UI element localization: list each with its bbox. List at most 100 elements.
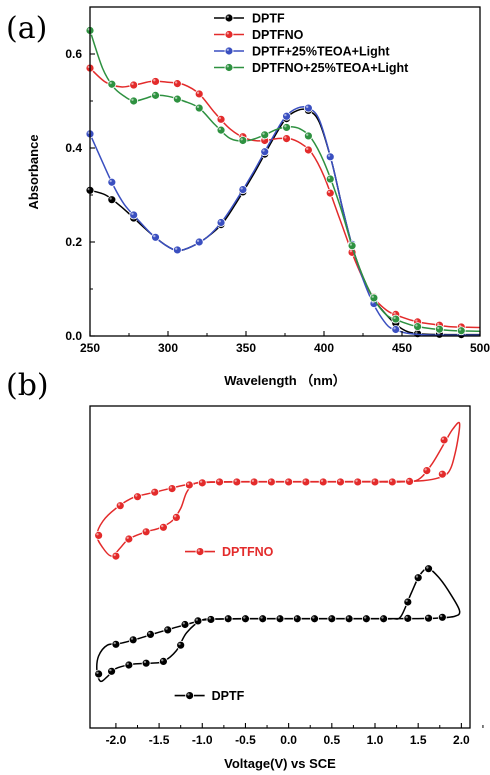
data-point-dptfno-25-teoa-light-9 [282, 123, 291, 132]
data-point-dptf-24 [107, 666, 116, 676]
data-point-dptf-8 [344, 614, 354, 624]
x-tick-label: 400 [314, 341, 334, 355]
x-tick-label: 300 [158, 341, 178, 355]
data-point-dptfno-8 [353, 477, 363, 487]
data-point-dptf-27 [159, 657, 168, 666]
series-line-dptfno [89, 67, 481, 329]
data-point-dptf-1 [223, 614, 233, 624]
data-point-dptfno-25-teoa-light-16 [435, 324, 444, 334]
legend-item-dptfno: DPTFNO [185, 545, 274, 559]
data-point-dptfno-9 [370, 477, 380, 487]
series-line-dptf [89, 108, 481, 336]
panel-a-label: (a) [6, 11, 47, 46]
data-point-dptf-20 [146, 630, 155, 639]
data-point-dptfno-10 [303, 145, 313, 155]
data-point-dptfno-7 [336, 477, 345, 487]
data-point-dptfno-25-teoa-light-10 [303, 131, 313, 141]
data-point-dptf-26 [141, 658, 151, 668]
x-tick-label: -2.0 [106, 733, 127, 747]
y-tick-label: 0.0 [65, 329, 82, 343]
data-point-dptfno-25-teoa-light-7 [238, 136, 248, 145]
data-point-dptf-25-teoa-light-14 [391, 325, 401, 334]
data-point-dptfno-25-teoa-light-11 [325, 174, 335, 184]
y-tick-label: 0.2 [65, 235, 82, 249]
x-tick-label: 1.0 [367, 733, 384, 747]
series-line-dptf-25-teoa-light [89, 106, 481, 336]
x-tick-label: 0.0 [280, 733, 297, 747]
legend-label: DPTFNO+25%TEOA+Light [252, 61, 409, 75]
data-point-dptfno-12 [422, 466, 432, 476]
legend-marker [185, 691, 195, 700]
data-point-dptfno-3 [266, 477, 276, 487]
panel-a-x-axis-title: Wavelength （nm） [224, 373, 346, 388]
data-point-dptfno-9 [282, 134, 291, 144]
data-point-dptf-12 [413, 573, 423, 583]
x-tick-label: 0.5 [323, 733, 340, 747]
data-point-dptfno-18 [150, 487, 160, 497]
data-point-dptfno-25-teoa-light-12 [347, 241, 357, 251]
data-point-dptfno-25-teoa-light-6 [216, 125, 226, 135]
data-point-dptf-21 [128, 635, 138, 645]
data-point-dptfno-25-teoa-light-8 [260, 130, 270, 140]
data-point-dptf-11 [403, 597, 413, 607]
legend-label: DPTF [212, 689, 245, 703]
legend-marker [224, 46, 234, 56]
panel-a-ticks [89, 53, 481, 337]
data-point-dptf-25-teoa-light-3 [151, 232, 160, 242]
data-point-dptf-25-teoa-light-10 [303, 103, 313, 113]
data-point-dptfno-5 [301, 477, 311, 487]
data-point-dptf-1 [107, 195, 117, 205]
data-point-dptfno-3 [151, 77, 160, 86]
data-point-dptfno-16 [184, 480, 194, 490]
panel-a-x-tick-labels: 250 300 350 400 450 500 [80, 341, 490, 355]
data-point-dptf-5 [292, 614, 302, 624]
panel-a-plot-area [85, 26, 481, 339]
data-point-dptfno-6 [216, 114, 226, 124]
legend-marker [224, 13, 234, 23]
data-point-dptf-25-teoa-light-1 [107, 177, 117, 187]
data-point-dptfno-4 [172, 79, 182, 89]
data-point-dptfno-25 [159, 522, 168, 532]
cv-curve-dptfno [96, 421, 461, 557]
data-point-dptf-14 [403, 613, 413, 623]
legend-marker [224, 30, 234, 39]
panel-a: (a) 250 300 350 400 450 500 0.0 0.2 0.4 0.6 Wave… [6, 6, 490, 388]
data-point-dptf-13 [424, 564, 433, 574]
x-tick-label: -1.5 [149, 733, 170, 747]
data-point-dptfno-5 [194, 89, 204, 99]
data-point-dptfno-25-teoa-light-3 [151, 90, 160, 100]
cv-curve-dptf [96, 567, 461, 683]
data-point-dptf-2 [241, 614, 250, 624]
data-point-dptfno-10 [387, 477, 397, 487]
data-point-dptf-25-teoa-light-4 [172, 245, 182, 255]
data-point-dptf-10 [379, 614, 389, 624]
panel-b-x-axis-title: Voltage(V) vs SCE [224, 756, 336, 771]
data-point-dptfno-25-teoa-light-1 [107, 79, 117, 89]
x-tick-label: -0.5 [235, 733, 256, 747]
data-point-dptf-7 [327, 614, 337, 624]
data-point-dptfno-4 [284, 477, 294, 487]
data-point-dptfno-17 [167, 484, 177, 494]
legend-item-dptf: DPTF [174, 689, 245, 703]
data-point-dptf-16 [437, 612, 447, 622]
data-point-dptfno-25-teoa-light-15 [413, 322, 423, 332]
data-point-dptfno-15 [197, 478, 207, 488]
legend-label: DPTF+25%TEOA+Light [252, 45, 390, 59]
panel-b-x-tick-labels: -2.0 -1.5 -1.0 -0.5 0.0 0.5 1.0 1.5 2.0 [106, 733, 470, 747]
data-point-dptf-25-teoa-light-5 [194, 237, 204, 247]
legend-item-dptfno: DPTFNO [214, 28, 304, 42]
x-tick-label: 2.0 [453, 733, 470, 747]
data-point-dptf-25-teoa-light-8 [260, 147, 270, 157]
data-point-dptf-0 [206, 615, 216, 624]
data-point-dptf-4 [275, 614, 285, 624]
data-point-dptf-28 [176, 640, 186, 650]
data-point-dptfno-22 [111, 551, 121, 561]
data-point-dptfno-26 [171, 513, 181, 522]
data-point-dptf-15 [424, 613, 433, 623]
data-point-dptf-25-teoa-light-7 [238, 185, 248, 194]
data-point-dptf-25-teoa-light-11 [325, 152, 335, 162]
data-point-dptfno-20 [115, 501, 125, 511]
data-point-dptfno-25-teoa-light-14 [391, 314, 401, 324]
data-point-dptfno-19 [133, 492, 142, 502]
